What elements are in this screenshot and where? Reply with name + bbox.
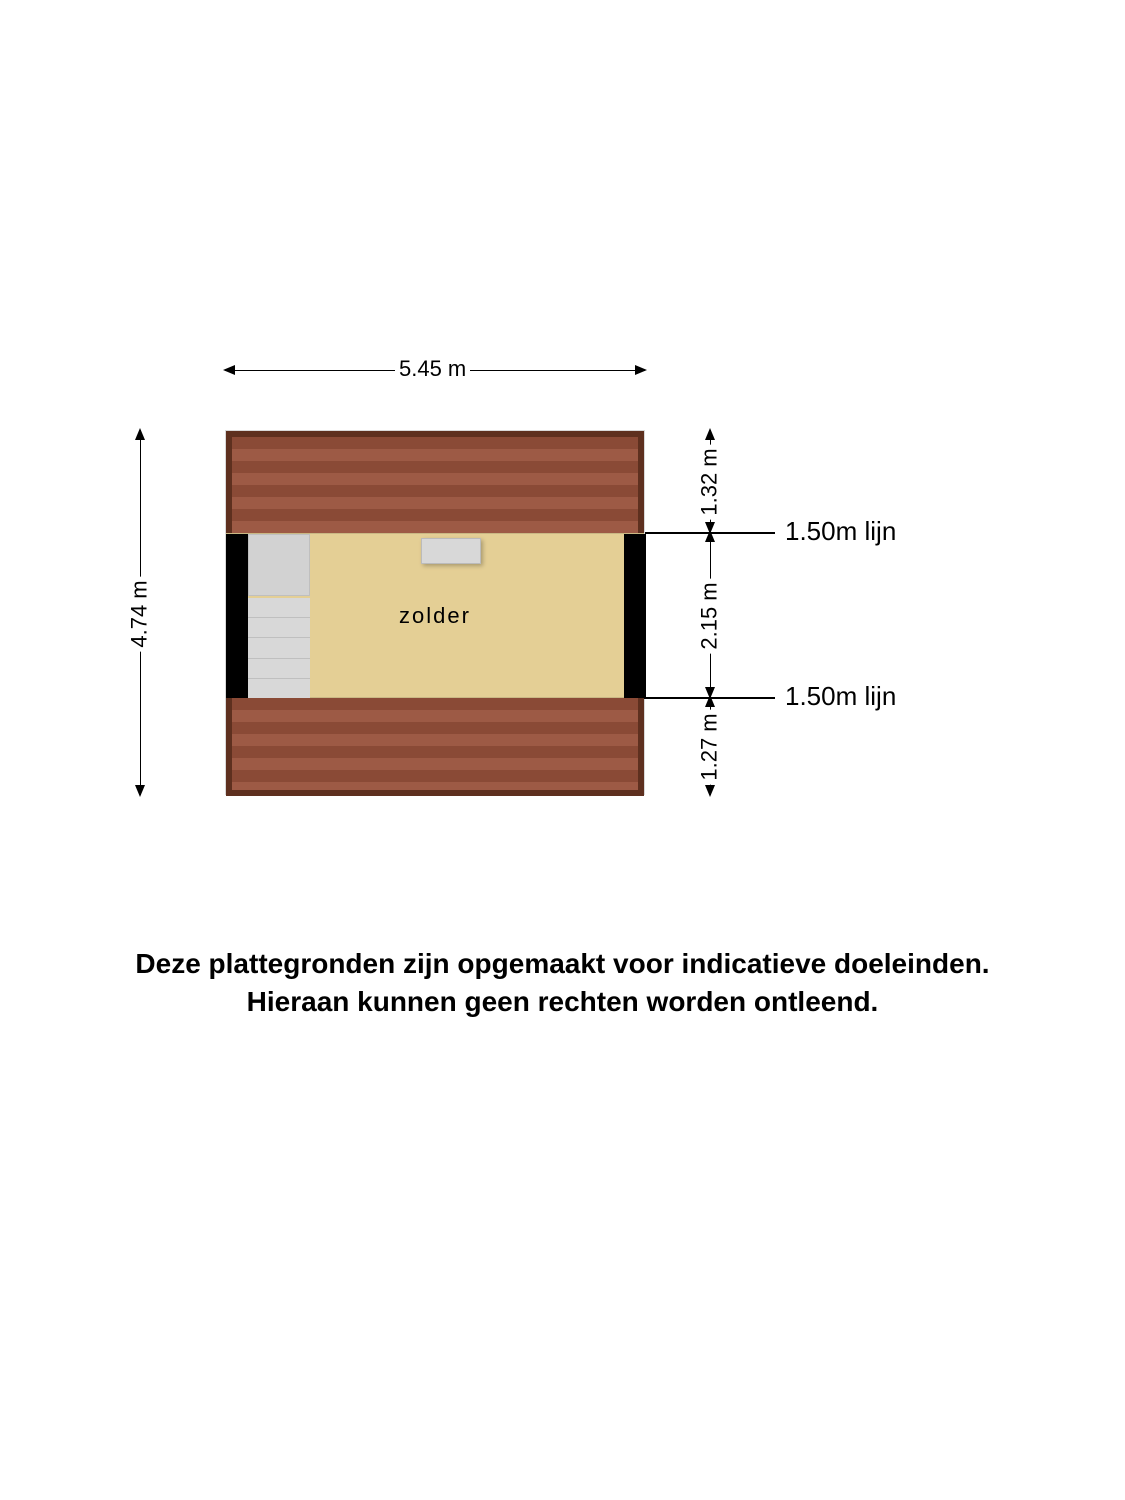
stair-flight: [248, 598, 310, 699]
arrow-left-icon: [223, 365, 235, 375]
roof-top: [226, 431, 644, 533]
arrow-down-icon: [135, 785, 145, 797]
disclaimer-line2: Hieraan kunnen geen rechten worden ontle…: [247, 986, 879, 1017]
arrow-up-icon: [705, 428, 715, 440]
height-line-top: [645, 532, 775, 534]
dimension-left-label: 4.74 m: [127, 576, 153, 651]
arrow-up-icon: [135, 428, 145, 440]
dimension-top-label: 5.45 m: [395, 356, 470, 382]
floorplan-diagram: zolder 5.45 m 4.74 m 1.32 m 2.15 m 1.27 …: [0, 0, 1125, 1500]
disclaimer-text: Deze plattegronden zijn opgemaakt voor i…: [0, 945, 1125, 1021]
stair-landing: [248, 534, 310, 596]
wall-left: [226, 534, 248, 699]
dimension-right-seg1-label: 1.32 m: [697, 444, 723, 519]
disclaimer-line1: Deze plattegronden zijn opgemaakt voor i…: [135, 948, 989, 979]
wall-right: [624, 534, 646, 699]
dimension-right-seg2-label: 2.15 m: [697, 578, 723, 653]
arrow-right-icon: [635, 365, 647, 375]
room-label: zolder: [399, 603, 471, 629]
height-line-bottom-label: 1.50m lijn: [785, 681, 896, 712]
height-line-bottom: [645, 697, 775, 699]
dimension-right-seg3-label: 1.27 m: [697, 709, 723, 784]
roof-bottom: [226, 698, 644, 796]
attic-floor: zolder: [226, 533, 644, 698]
height-line-top-label: 1.50m lijn: [785, 516, 896, 547]
arrow-down-icon: [705, 785, 715, 797]
plan-box: zolder: [225, 430, 645, 795]
skylight: [421, 538, 481, 564]
